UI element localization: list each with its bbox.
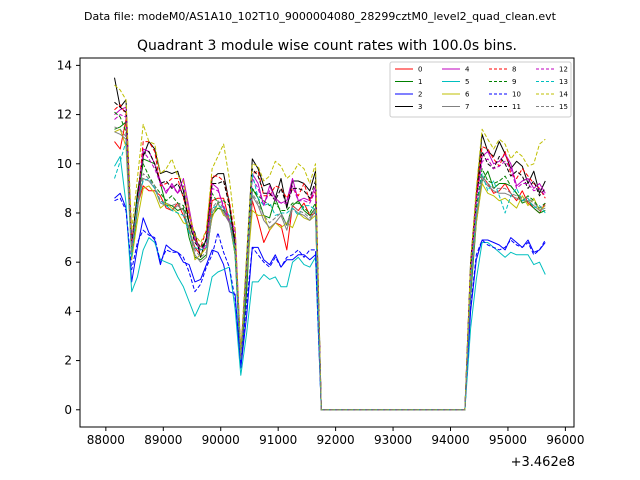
x-tick-label: 93000 xyxy=(374,433,412,447)
legend-label-3: 3 xyxy=(418,103,422,111)
x-tick-label: 91000 xyxy=(259,433,297,447)
chart-title: Quadrant 3 module wise count rates with … xyxy=(137,38,517,54)
legend-label-13: 13 xyxy=(559,78,568,86)
series-line-2 xyxy=(114,192,546,411)
legend-label-10: 10 xyxy=(512,91,521,99)
series-line-10 xyxy=(114,197,546,411)
legend-label-6: 6 xyxy=(465,91,470,99)
y-tick-label: 0 xyxy=(64,403,72,417)
series-line-14 xyxy=(114,84,546,411)
series-line-6 xyxy=(114,128,546,411)
y-axis: 0 2 4 6 8 10 12 14 xyxy=(57,58,80,417)
x-axis: 88000 89000 90000 91000 92000 93000 94000 95000… xyxy=(87,427,584,447)
x-tick-label: 94000 xyxy=(431,433,469,447)
legend-label-1: 1 xyxy=(418,78,422,86)
legend-label-8: 8 xyxy=(512,66,516,74)
y-tick-label: 8 xyxy=(64,206,72,220)
legend-label-2: 2 xyxy=(418,91,422,99)
y-tick-label: 4 xyxy=(64,304,72,318)
series-layer xyxy=(114,77,546,411)
legend-box xyxy=(389,61,572,118)
series-line-15 xyxy=(114,126,546,411)
y-tick-label: 12 xyxy=(57,108,72,122)
legend-label-12: 12 xyxy=(559,66,568,74)
x-tick-label: 88000 xyxy=(87,433,125,447)
legend-label-7: 7 xyxy=(465,103,469,111)
y-tick-label: 14 xyxy=(57,58,72,72)
chart-suptitle: Data file: modeM0/AS1A10_102T10_90000040… xyxy=(84,10,557,23)
x-tick-label: 90000 xyxy=(202,433,240,447)
x-offset-label: +3.462e8 xyxy=(511,455,575,470)
y-tick-label: 10 xyxy=(57,157,72,171)
legend-label-15: 15 xyxy=(559,103,568,111)
y-tick-label: 6 xyxy=(64,255,72,269)
legend-label-5: 5 xyxy=(465,78,469,86)
x-tick-label: 89000 xyxy=(144,433,182,447)
legend-label-14: 14 xyxy=(559,91,568,99)
legend-label-9: 9 xyxy=(512,78,516,86)
plot-frame xyxy=(79,57,575,428)
legend-label-11: 11 xyxy=(512,103,521,111)
legend-label-4: 4 xyxy=(465,66,470,74)
y-tick-label: 2 xyxy=(64,354,72,368)
x-tick-label: 96000 xyxy=(546,433,584,447)
x-tick-label: 95000 xyxy=(489,433,527,447)
series-line-12 xyxy=(114,114,546,411)
x-tick-label: 92000 xyxy=(317,433,355,447)
legend-label-0: 0 xyxy=(418,66,422,74)
